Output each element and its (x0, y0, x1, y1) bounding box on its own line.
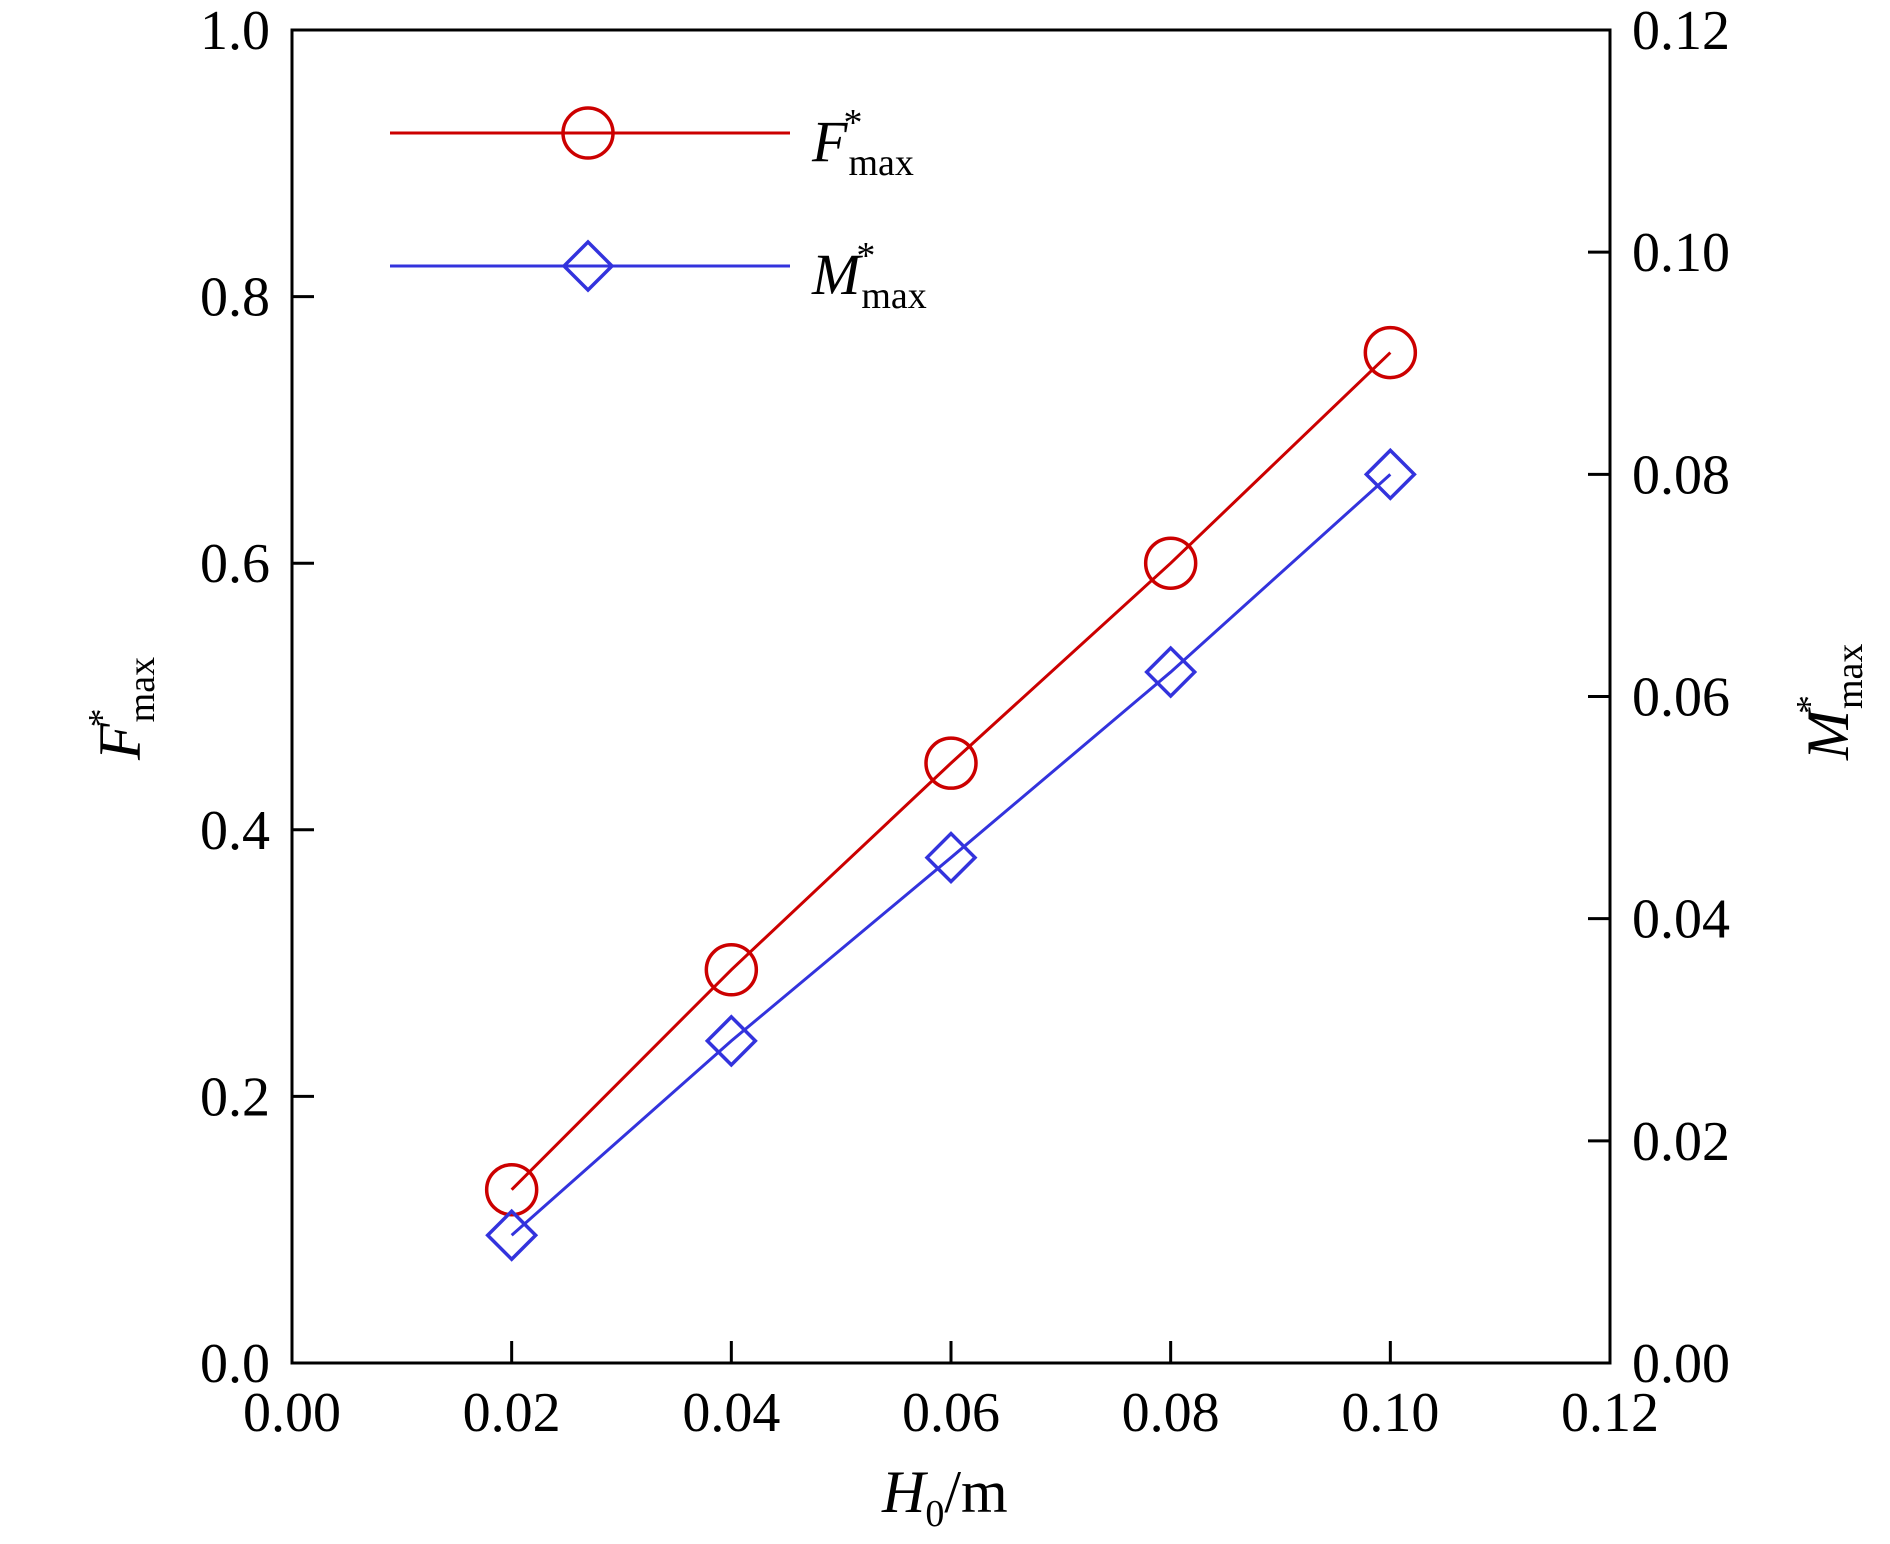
plot-frame (290, 28, 1612, 1365)
axes-layer: 0.00 0.02 0.04 0.06 0.08 0.10 0.12 0.0 0.2 0.4 0.6… (200, 0, 1730, 1444)
data-point-circle (704, 943, 759, 997)
x-axis-title: H0/m (881, 1459, 1008, 1535)
legend-item-1: F* max (390, 102, 914, 184)
x-tick-label: 0.12 (1561, 1382, 1659, 1444)
data-point-diamond (1144, 645, 1198, 699)
x-tick-label: 0.10 (1341, 1382, 1439, 1444)
data-point-diamond (485, 1208, 539, 1262)
data-point-circle (924, 736, 978, 790)
y-left-tick-label: 0.8 (200, 267, 270, 329)
y-left-tick-label: 1.0 (200, 0, 270, 62)
data-point-circle (1363, 325, 1418, 380)
y-right-tick-label: 0.10 (1632, 222, 1730, 284)
y-right-axis-title: M*max (1789, 644, 1871, 761)
legend: F* max M* max (390, 102, 927, 317)
y-left-axis-title: F*max (81, 657, 163, 761)
series-line (510, 351, 1392, 1191)
x-tick-label: 0.08 (1122, 1382, 1220, 1444)
x-tick-label: 0.06 (902, 1382, 1000, 1444)
legend-item-2: M* max (390, 235, 927, 317)
y-right-tick-label: 0.06 (1632, 667, 1730, 729)
legend-marker-diamond (561, 239, 615, 293)
series-1 (484, 325, 1418, 1217)
y-right-tick-label: 0.08 (1632, 444, 1730, 506)
series-2 (485, 447, 1417, 1262)
y-right-tick-label: 0.12 (1632, 0, 1730, 62)
data-point-diamond (704, 1014, 758, 1068)
axis-titles: H0/m F*max M*max (81, 644, 1871, 1535)
data-point-diamond (1363, 447, 1417, 501)
y-left-tick-label: 0.0 (200, 1333, 270, 1395)
y-left-tick-label: 0.2 (200, 1066, 270, 1128)
y-left-tick-label: 0.4 (200, 800, 270, 862)
legend-label: F* max (811, 102, 914, 184)
legend-label: M* max (811, 235, 927, 317)
y-left-tick-label: 0.6 (200, 533, 270, 595)
x-tick-label: 0.02 (463, 1382, 561, 1444)
data-point-diamond (924, 831, 978, 885)
y-right-tick-label: 0.04 (1632, 889, 1730, 951)
x-tick-label: 0.04 (682, 1382, 780, 1444)
data-point-circle (1143, 536, 1198, 590)
y-right-tick-label: 0.02 (1632, 1111, 1730, 1173)
x-tick-label: 0.00 (243, 1382, 341, 1444)
series-line (510, 473, 1392, 1237)
series-layer (484, 325, 1418, 1262)
legend-marker-circle (561, 106, 615, 160)
y-right-tick-label: 0.00 (1632, 1333, 1730, 1395)
data-point-circle (484, 1162, 539, 1217)
